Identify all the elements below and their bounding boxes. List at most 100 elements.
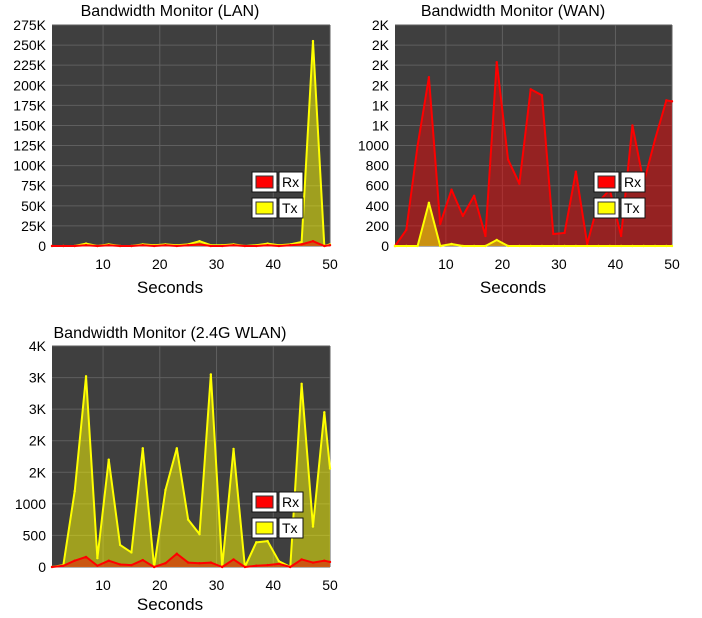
y-tick-label: 50K [21, 198, 47, 214]
data-point-tx [506, 244, 510, 248]
data-point-rx [118, 563, 122, 566]
y-tick-label: 225K [13, 57, 46, 73]
data-point-rx [266, 563, 269, 567]
data-point-tx [518, 244, 521, 248]
data-point-rx [289, 243, 292, 247]
data-point-tx [552, 244, 555, 248]
data-point-tx [198, 532, 201, 536]
legend-label: Rx [282, 174, 299, 190]
legend-label: Tx [624, 200, 640, 216]
data-point-tx [266, 539, 269, 543]
data-point-rx [311, 239, 315, 243]
data-point-rx [50, 565, 54, 569]
data-point-tx [574, 244, 578, 248]
data-point-rx [243, 244, 247, 248]
data-point-tx [619, 244, 623, 248]
data-point-tx [450, 242, 453, 246]
x-tick-label: 20 [495, 256, 511, 272]
data-point-rx [107, 243, 110, 247]
series-line-rx [51, 552, 331, 568]
data-point-rx [141, 243, 144, 247]
data-point-rx [311, 561, 315, 564]
y-tick-label: 200 [366, 218, 390, 234]
data-point-tx [118, 543, 122, 547]
data-point-tx [670, 244, 674, 248]
data-point-tx [461, 244, 465, 248]
y-tick-label: 2K [372, 17, 390, 33]
data-point-tx [209, 373, 213, 376]
lan-chart-svg: Bandwidth Monitor (LAN) Seconds 0 25K 50K 7… [13, 3, 338, 297]
legend-swatch [597, 175, 616, 189]
legend-swatch [255, 495, 274, 509]
data-point-rx [328, 243, 332, 247]
x-tick-label: 50 [664, 256, 680, 272]
data-point-tx [107, 458, 110, 461]
data-point-rx [506, 158, 510, 161]
data-point-rx [73, 244, 76, 248]
data-point-rx [450, 188, 453, 191]
lan-chart: Bandwidth Monitor (LAN) Seconds 0 25K 50K 7… [0, 0, 340, 300]
y-tick-label: 275K [13, 17, 46, 33]
y-tick-label: 3K [29, 401, 47, 417]
x-tick-label: 40 [608, 256, 624, 272]
wan-chart: Bandwidth Monitor (WAN) Seconds 0 200 400 6… [350, 0, 690, 300]
data-point-tx [393, 244, 397, 248]
data-point-tx [416, 244, 419, 248]
y-tick-label: 2K [29, 433, 47, 449]
wlan-chart-svg: Bandwidth Monitor (2.4G WLAN) Seconds 0 5… [15, 325, 338, 614]
series-area-rx [52, 553, 330, 567]
x-tick-label: 30 [551, 256, 567, 272]
x-tick-label: 40 [265, 256, 281, 272]
data-point-rx [175, 552, 179, 555]
data-point-tx [427, 201, 431, 205]
x-tick-label: 10 [438, 256, 454, 272]
y-tick-label: 600 [366, 178, 390, 194]
x-tick-label: 30 [209, 577, 225, 593]
y-tick-label: 2K [372, 37, 390, 53]
y-tick-label: 1K [372, 117, 390, 133]
x-tick-label: 50 [322, 256, 338, 272]
data-point-tx [73, 490, 76, 493]
legend-label: Rx [282, 494, 299, 510]
data-point-tx [84, 375, 88, 378]
y-tick-label: 75K [21, 178, 47, 194]
data-point-rx [518, 182, 521, 185]
x-axis-label: Seconds [137, 595, 203, 614]
y-tick-label: 175K [13, 97, 46, 113]
data-point-rx [461, 214, 465, 218]
y-tick-label: 200K [13, 77, 46, 93]
data-point-rx [243, 565, 247, 569]
data-point-tx [597, 244, 600, 248]
data-point-rx [152, 244, 156, 248]
data-point-rx [439, 222, 442, 226]
wlan-chart: Bandwidth Monitor (2.4G WLAN) Seconds 0 5… [0, 318, 340, 618]
y-tick-label: 2K [372, 77, 390, 93]
data-point-rx [118, 244, 122, 248]
data-point-rx [323, 559, 326, 562]
x-tick-label: 30 [209, 256, 225, 272]
y-tick-label: 1000 [15, 496, 46, 512]
data-point-rx [62, 564, 65, 567]
data-point-tx [96, 556, 99, 560]
data-point-rx [289, 565, 292, 569]
legend-label-box [278, 517, 304, 539]
series-line-rx [394, 61, 673, 247]
data-point-rx [164, 243, 167, 247]
data-point-tx [405, 244, 408, 248]
x-axis-label: Seconds [137, 278, 203, 297]
data-point-tx [439, 244, 442, 248]
data-point-rx [198, 243, 201, 246]
data-point-rx [277, 244, 281, 248]
y-tick-label: 0 [381, 238, 389, 254]
y-tick-label: 100K [13, 158, 46, 174]
data-point-rx [130, 563, 133, 567]
x-tick-label: 50 [322, 577, 338, 593]
data-point-rx [141, 558, 144, 562]
wan-chart-svg: Bandwidth Monitor (WAN) Seconds 0 200 400 6… [358, 3, 680, 297]
data-point-rx [665, 99, 668, 102]
data-point-tx [130, 551, 133, 554]
y-tick-label: 150K [13, 117, 46, 133]
legend-label: Tx [282, 200, 298, 216]
y-tick-label: 125K [13, 138, 46, 154]
series-area-tx [395, 202, 672, 246]
